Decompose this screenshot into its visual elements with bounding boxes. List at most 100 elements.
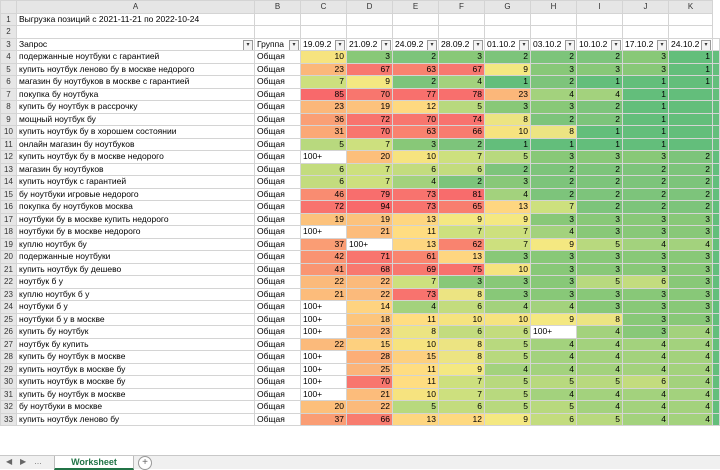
position-cell[interactable]: 1 — [576, 75, 623, 89]
position-cell[interactable]: 72 — [346, 112, 393, 126]
position-cell[interactable]: 100+ — [300, 312, 347, 326]
row-number[interactable]: 17 — [0, 212, 17, 226]
position-cell[interactable]: 2 — [622, 175, 669, 189]
query-cell[interactable]: бу ноутбуки игровые недорого — [16, 187, 255, 201]
position-cell[interactable]: 3 — [576, 262, 623, 276]
select-all-corner[interactable] — [0, 0, 17, 14]
position-cell[interactable]: 6 — [622, 275, 669, 289]
position-cell[interactable]: 3 — [438, 50, 485, 64]
position-cell[interactable]: 6 — [392, 162, 439, 176]
position-cell[interactable]: 5 — [484, 375, 531, 389]
row-number[interactable]: 31 — [0, 387, 17, 401]
position-cell[interactable]: 3 — [530, 287, 577, 301]
position-cell[interactable]: 8 — [438, 287, 485, 301]
position-cell[interactable]: 5 — [530, 375, 577, 389]
position-cell[interactable]: 67 — [346, 62, 393, 76]
position-cell[interactable] — [668, 112, 713, 126]
position-cell[interactable]: 4 — [668, 350, 713, 364]
position-cell[interactable]: 8 — [438, 337, 485, 351]
position-cell[interactable]: 3 — [668, 312, 713, 326]
row-number[interactable]: 11 — [0, 137, 17, 151]
row-number[interactable]: 27 — [0, 337, 17, 351]
row-number[interactable]: 28 — [0, 350, 17, 364]
row-number[interactable]: 14 — [0, 175, 17, 189]
position-cell[interactable]: 4 — [668, 400, 713, 414]
position-cell[interactable]: 37 — [300, 237, 347, 251]
position-cell[interactable]: 3 — [622, 287, 669, 301]
row-number[interactable]: 7 — [0, 87, 17, 101]
row-number[interactable]: 33 — [0, 412, 17, 426]
row-number[interactable]: 13 — [0, 162, 17, 176]
position-cell[interactable]: 12 — [438, 412, 485, 426]
position-cell[interactable]: 22 — [300, 337, 347, 351]
position-cell[interactable]: 6 — [438, 300, 485, 314]
position-cell[interactable]: 70 — [392, 112, 439, 126]
position-cell[interactable]: 3 — [622, 150, 669, 164]
position-cell[interactable]: 20 — [300, 400, 347, 414]
position-cell[interactable]: 4 — [622, 387, 669, 401]
position-cell[interactable]: 3 — [668, 212, 713, 226]
position-cell[interactable]: 6 — [300, 175, 347, 189]
position-cell[interactable]: 3 — [622, 50, 669, 64]
filter-dropdown-icon[interactable]: ▾ — [381, 39, 391, 50]
position-cell[interactable]: 7 — [346, 162, 393, 176]
position-cell[interactable]: 70 — [346, 125, 393, 139]
position-cell[interactable]: 3 — [484, 100, 531, 114]
filter-dropdown-icon[interactable]: ▾ — [657, 39, 667, 50]
position-cell[interactable]: 100+ — [300, 350, 347, 364]
position-cell[interactable]: 79 — [346, 187, 393, 201]
position-cell[interactable]: 3 — [622, 250, 669, 264]
row-number[interactable]: 29 — [0, 362, 17, 376]
position-cell[interactable] — [668, 100, 713, 114]
row-number[interactable]: 5 — [0, 62, 17, 76]
position-cell[interactable]: 2 — [668, 175, 713, 189]
position-cell[interactable]: 9 — [484, 412, 531, 426]
group-cell[interactable]: Общая — [254, 412, 301, 426]
position-cell[interactable]: 8 — [438, 350, 485, 364]
position-cell[interactable]: 3 — [530, 262, 577, 276]
position-cell[interactable]: 4 — [576, 337, 623, 351]
column-header[interactable]: J — [622, 0, 669, 14]
position-cell[interactable]: 2 — [622, 162, 669, 176]
position-cell[interactable]: 1 — [622, 100, 669, 114]
position-cell[interactable]: 3 — [576, 250, 623, 264]
position-cell[interactable]: 5 — [438, 100, 485, 114]
filter-dropdown-icon[interactable]: ▾ — [289, 39, 299, 50]
position-cell[interactable]: 4 — [530, 337, 577, 351]
position-cell[interactable]: 2 — [668, 187, 713, 201]
position-cell[interactable]: 1 — [622, 75, 669, 89]
position-cell[interactable]: 11 — [392, 362, 439, 376]
query-cell[interactable]: купить ноутбук леново бу в москве недоро… — [16, 62, 255, 76]
position-cell[interactable]: 25 — [346, 362, 393, 376]
position-cell[interactable]: 4 — [530, 225, 577, 239]
group-cell[interactable]: Общая — [254, 350, 301, 364]
column-header[interactable]: A — [16, 0, 255, 14]
group-cell[interactable]: Общая — [254, 62, 301, 76]
position-cell[interactable]: 10 — [300, 50, 347, 64]
position-cell[interactable]: 2 — [392, 50, 439, 64]
row-number[interactable]: 22 — [0, 275, 17, 289]
position-cell[interactable]: 4 — [576, 362, 623, 376]
column-header[interactable]: G — [484, 0, 531, 14]
group-cell[interactable]: Общая — [254, 225, 301, 239]
row-number[interactable]: 8 — [0, 100, 17, 114]
group-cell[interactable]: Общая — [254, 162, 301, 176]
column-header[interactable]: K — [668, 0, 713, 14]
position-cell[interactable]: 2 — [576, 112, 623, 126]
position-cell[interactable]: 5 — [530, 400, 577, 414]
filter-dropdown-icon[interactable]: ▾ — [427, 39, 437, 50]
position-cell[interactable]: 4 — [668, 362, 713, 376]
position-cell[interactable]: 6 — [484, 325, 531, 339]
position-cell[interactable]: 4 — [622, 400, 669, 414]
position-cell[interactable]: 63 — [392, 62, 439, 76]
position-cell[interactable]: 1 — [576, 125, 623, 139]
row-number[interactable]: 4 — [0, 50, 17, 64]
filter-dropdown-icon[interactable]: ▾ — [473, 39, 483, 50]
position-cell[interactable]: 5 — [484, 337, 531, 351]
position-cell[interactable]: 5 — [392, 400, 439, 414]
position-cell[interactable]: 8 — [576, 312, 623, 326]
position-cell[interactable]: 11 — [392, 312, 439, 326]
position-cell[interactable]: 74 — [438, 112, 485, 126]
query-cell[interactable]: купить ноутбук бу дешево — [16, 262, 255, 276]
position-cell[interactable]: 2 — [576, 162, 623, 176]
